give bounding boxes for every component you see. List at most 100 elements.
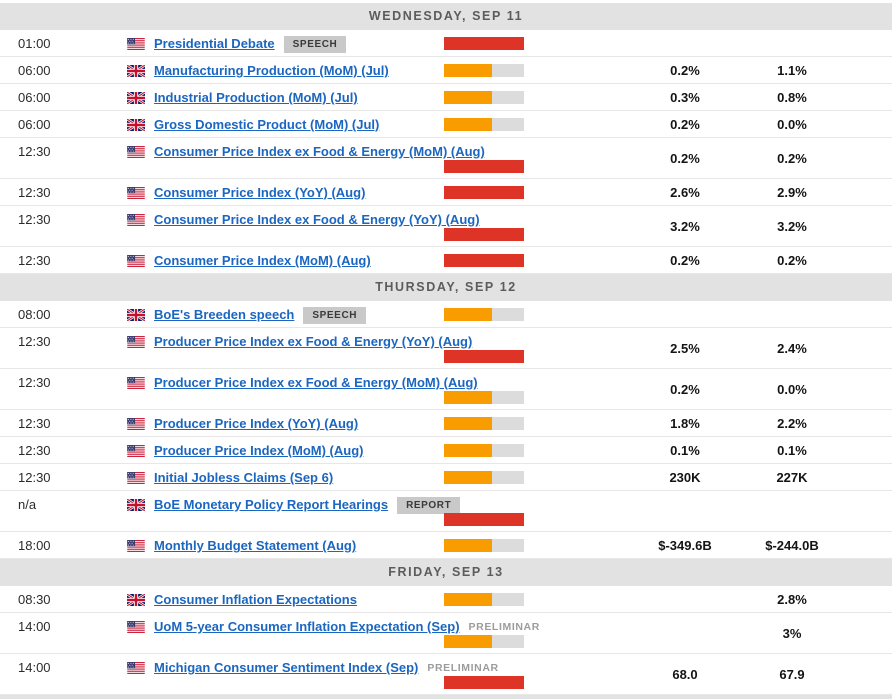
impact-bar [444,118,524,131]
us-flag-icon [127,662,145,674]
us-flag-icon [127,418,145,430]
event-link[interactable]: BoE Monetary Policy Report Hearings [154,497,389,512]
event-cell: Presidential Debate SPEECH [154,30,347,57]
event-link[interactable]: Gross Domestic Product (MoM) (Jul) [154,117,380,132]
event-link[interactable]: Manufacturing Production (MoM) (Jul) [154,63,389,78]
event-link[interactable]: Michigan Consumer Sentiment Index (Sep) [154,660,419,675]
event-link[interactable]: Consumer Price Index ex Food & Energy (M… [154,144,485,159]
impact-bar [444,513,524,526]
impact-bar [444,676,524,689]
event-row: 12:30 Consumer Price Index ex Food & Ener… [0,138,892,179]
event-link[interactable]: Producer Price Index ex Food & Energy (M… [154,375,478,390]
impact-bar-fill [444,635,492,648]
consensus-value: 230K [669,469,701,485]
event-link[interactable]: Consumer Inflation Expectations [154,592,357,607]
previous-value: $-244.0B [765,537,819,553]
consensus-value: 1.8% [670,415,700,431]
impact-bar-fill [444,593,492,606]
event-cell: Consumer Price Index (YoY) (Aug) [154,179,365,206]
previous-value: 3% [782,625,802,641]
event-link[interactable]: Initial Jobless Claims (Sep 6) [154,470,334,485]
gb-flag-icon [127,594,145,606]
event-row: 12:30 Consumer Price Index (MoM) (Aug) 0.2… [0,247,892,274]
event-time: 01:00 [18,36,51,51]
event-row: 06:00 Gross Domestic Product (MoM) (Jul) 0… [0,111,892,138]
previous-value: 0.1% [777,442,807,458]
event-link[interactable]: Consumer Price Index (YoY) (Aug) [154,185,366,200]
previous-value [725,30,859,56]
impact-bar-fill [444,391,492,404]
date-header: WEDNESDAY, SEP 11 [0,3,892,30]
event-time: n/a [18,497,37,512]
impact-bar [444,350,524,363]
us-flag-icon [127,38,145,50]
previous-value: 2.4% [777,340,807,356]
event-link[interactable]: Producer Price Index ex Food & Energy (Y… [154,334,473,349]
event-link[interactable]: Producer Price Index (YoY) (Aug) [154,416,359,431]
impact-bar [444,64,524,77]
event-time: 14:00 [18,660,51,675]
event-time: 12:30 [18,443,51,458]
previous-value: 3.2% [777,218,807,234]
previous-value [725,491,859,531]
event-cell: Producer Price Index (MoM) (Aug) [154,437,363,464]
event-link[interactable]: BoE's Breeden speech [154,307,295,322]
event-cell: BoE Monetary Policy Report Hearings REPOR… [154,491,461,518]
event-time: 12:30 [18,470,51,485]
us-flag-icon [127,187,145,199]
previous-value: 1.1% [777,62,807,78]
consensus-value: 3.2% [670,218,700,234]
us-flag-icon [127,445,145,457]
event-link[interactable]: Presidential Debate [154,36,275,51]
event-link[interactable]: UoM 5-year Consumer Inflation Expectatio… [154,619,460,634]
event-time: 12:30 [18,375,51,390]
event-row: 14:00 UoM 5-year Consumer Inflation Expec… [0,613,892,654]
event-time: 08:00 [18,307,51,322]
event-link[interactable]: Producer Price Index (MoM) (Aug) [154,443,364,458]
event-time: 12:30 [18,416,51,431]
event-cell: Consumer Price Index ex Food & Energy (M… [154,138,485,165]
consensus-value: 2.5% [670,340,700,356]
impact-bar [444,228,524,241]
us-flag-icon [127,214,145,226]
us-flag-icon [127,472,145,484]
impact-bar [444,539,524,552]
gb-flag-icon [127,309,145,321]
consensus-value: 68.0 [672,666,698,682]
event-row: 12:30 Producer Price Index (YoY) (Aug) 1.8… [0,410,892,437]
event-time: 08:30 [18,592,51,607]
event-row: n/a BoE Monetary Policy Report Hearings RE… [0,491,892,532]
preliminary-label: PRELIMINAR [427,662,499,674]
event-link[interactable]: Monthly Budget Statement (Aug) [154,538,357,553]
impact-bar [444,417,524,430]
event-cell: Michigan Consumer Sentiment Index (Sep) P… [154,654,499,681]
gb-flag-icon [127,119,145,131]
impact-bar [444,471,524,484]
impact-bar-fill [444,444,492,457]
consensus-value: 0.2% [670,62,700,78]
event-link[interactable]: Industrial Production (MoM) (Jul) [154,90,358,105]
event-cell: Initial Jobless Claims (Sep 6) [154,464,333,491]
impact-bar [444,160,524,173]
event-row: 01:00 Presidential Debate SPEECH [0,30,892,57]
event-link[interactable]: Consumer Price Index (MoM) (Aug) [154,253,371,268]
previous-value: 67.9 [779,666,805,682]
event-time: 12:30 [18,185,51,200]
impact-bar-fill [444,91,492,104]
impact-bar [444,444,524,457]
event-row: 12:30 Consumer Price Index ex Food & Ener… [0,206,892,247]
impact-bar [444,254,524,267]
consensus-value: 0.1% [670,442,700,458]
previous-value: 0.2% [777,252,807,268]
event-row: 12:30 Initial Jobless Claims (Sep 6) 230K 2… [0,464,892,491]
consensus-value: 0.2% [670,150,700,166]
previous-value: 2.8% [777,591,807,607]
event-time: 12:30 [18,334,51,349]
previous-value: 0.2% [777,150,807,166]
event-cell: Manufacturing Production (MoM) (Jul) [154,57,389,84]
impact-bar-fill [444,254,524,267]
preliminary-label: PRELIMINAR [468,621,540,633]
impact-bar-fill [444,118,492,131]
event-link[interactable]: Consumer Price Index ex Food & Energy (Y… [154,212,480,227]
